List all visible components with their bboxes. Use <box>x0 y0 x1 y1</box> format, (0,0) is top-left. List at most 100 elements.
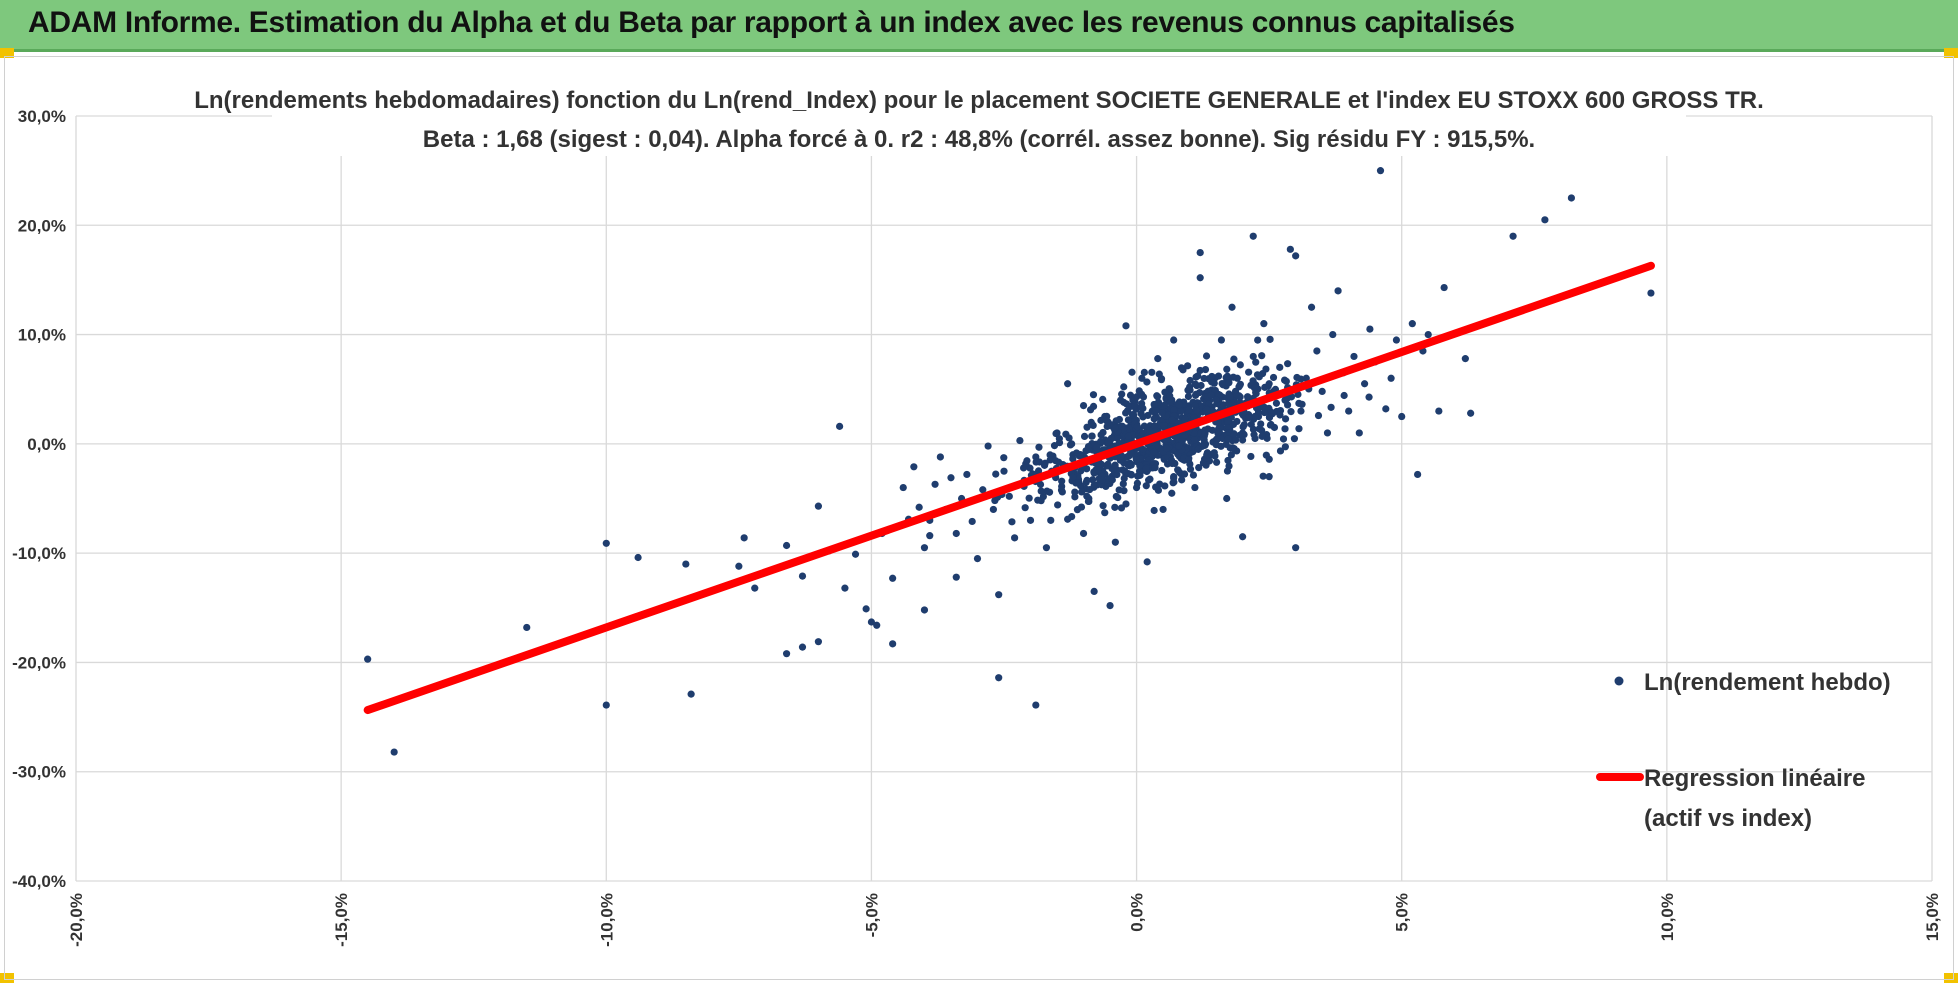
data-point <box>1065 434 1073 442</box>
data-point <box>1130 411 1138 419</box>
data-point <box>1181 415 1189 423</box>
data-point <box>1127 449 1135 457</box>
data-point <box>1137 403 1145 411</box>
data-point <box>851 550 860 558</box>
data-point <box>1365 393 1373 401</box>
data-point <box>1079 402 1088 410</box>
corner-marker <box>1944 48 1958 58</box>
data-point <box>735 562 743 570</box>
data-point <box>1224 435 1232 443</box>
data-point <box>798 643 807 651</box>
y-tick-label: -20,0% <box>12 653 66 672</box>
data-point <box>1191 380 1200 388</box>
data-point <box>1230 355 1238 363</box>
data-point <box>1281 443 1289 451</box>
data-point <box>1266 335 1274 343</box>
data-point <box>1151 464 1159 472</box>
data-point <box>1143 558 1151 566</box>
data-point <box>1131 394 1139 402</box>
data-point <box>1223 467 1232 475</box>
data-point <box>1191 483 1199 492</box>
data-point <box>1047 516 1055 524</box>
data-point <box>1224 456 1232 465</box>
data-point <box>1000 454 1008 462</box>
y-tick-label: 20,0% <box>18 216 66 235</box>
data-point <box>841 584 849 592</box>
data-point <box>1302 374 1310 382</box>
data-point <box>1249 232 1257 240</box>
data-point <box>873 621 881 629</box>
data-point <box>1154 486 1163 494</box>
data-point <box>1146 475 1154 483</box>
data-point <box>1236 361 1244 369</box>
data-point <box>1414 470 1422 479</box>
data-point <box>1115 415 1124 424</box>
data-point <box>889 574 897 582</box>
data-point <box>1150 506 1158 515</box>
data-point <box>523 623 531 632</box>
data-point <box>1120 383 1128 391</box>
data-point <box>1106 602 1114 610</box>
data-point <box>1252 358 1260 366</box>
data-point <box>1366 325 1374 333</box>
data-point <box>984 442 992 450</box>
x-tick-label: 0,0% <box>1128 893 1147 932</box>
data-point <box>1318 387 1326 395</box>
data-point <box>602 539 610 547</box>
data-point <box>1360 380 1369 388</box>
data-point <box>1039 492 1047 501</box>
regression-layer <box>363 261 1655 715</box>
data-point <box>1041 459 1049 467</box>
data-point <box>910 463 918 471</box>
data-point <box>390 748 398 756</box>
data-point <box>1052 457 1060 465</box>
data-point <box>1224 399 1232 408</box>
data-point <box>1212 396 1220 404</box>
data-point <box>1046 456 1054 464</box>
data-point <box>1127 471 1135 479</box>
data-point <box>1057 486 1066 494</box>
data-point <box>1190 429 1198 437</box>
data-point <box>782 541 791 550</box>
data-point <box>1143 378 1151 386</box>
data-point <box>1098 476 1106 484</box>
y-tick-label: 10,0% <box>18 326 66 345</box>
data-point <box>602 701 610 709</box>
data-point <box>1382 405 1390 413</box>
data-point <box>1236 381 1244 389</box>
data-point <box>1019 464 1028 472</box>
data-point <box>1124 432 1132 440</box>
data-point <box>1097 437 1105 446</box>
data-point <box>740 534 748 542</box>
data-point <box>1185 406 1193 414</box>
legend: Ln(rendement hebdo) Regression linéaire … <box>1596 669 1891 832</box>
data-point <box>1113 434 1121 442</box>
data-point <box>1189 471 1198 479</box>
data-point <box>1035 443 1043 451</box>
data-point <box>1376 167 1385 175</box>
data-point <box>889 640 897 648</box>
data-point <box>634 553 642 562</box>
data-point <box>1233 417 1241 426</box>
data-point <box>1223 372 1232 380</box>
data-point <box>1323 429 1332 437</box>
data-point <box>1194 445 1202 453</box>
data-point <box>1046 451 1054 459</box>
data-point <box>1218 379 1226 388</box>
data-point <box>926 532 934 540</box>
data-point <box>1068 512 1076 521</box>
data-point <box>1083 476 1091 484</box>
data-point <box>1170 406 1178 414</box>
points-layer <box>364 167 1655 756</box>
data-point <box>1225 379 1233 387</box>
data-point <box>1158 409 1166 417</box>
data-point <box>1168 456 1176 465</box>
data-point <box>1128 368 1136 376</box>
data-point <box>1345 407 1353 415</box>
data-point <box>1168 489 1176 497</box>
data-point <box>1265 473 1273 481</box>
data-point <box>1269 373 1278 382</box>
data-point <box>1005 492 1013 500</box>
data-point <box>1240 421 1248 429</box>
data-point <box>1160 401 1169 409</box>
